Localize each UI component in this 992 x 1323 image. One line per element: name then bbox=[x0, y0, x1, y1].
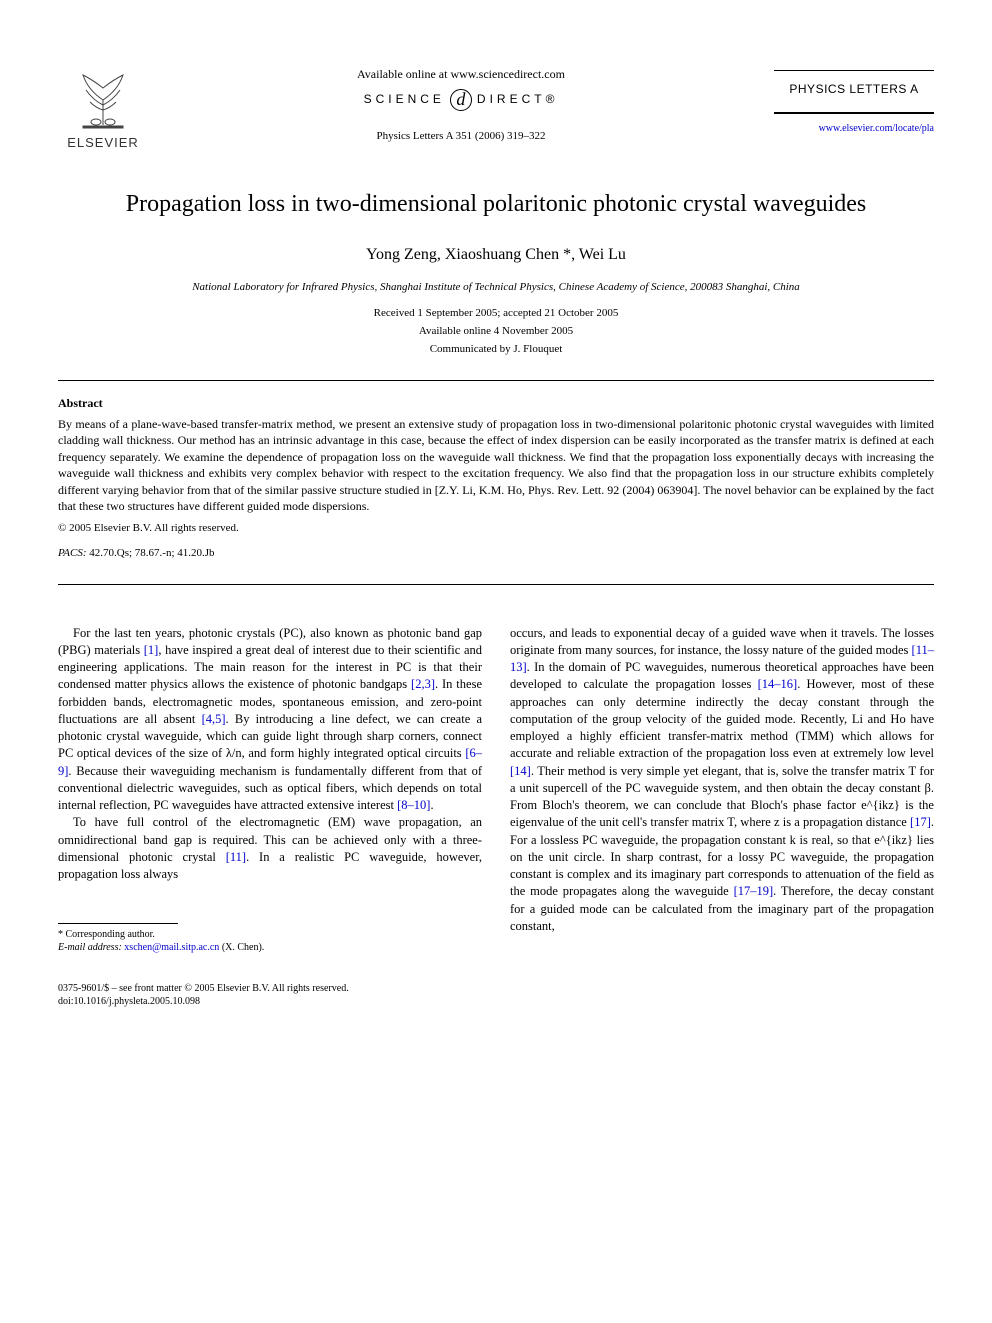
cite-17[interactable]: [17] bbox=[910, 815, 931, 829]
sd-d-icon: d bbox=[450, 89, 472, 111]
journal-url-link[interactable]: www.elsevier.com/locate/pla bbox=[774, 122, 934, 136]
doi-line: doi:10.1016/j.physleta.2005.10.098 bbox=[58, 995, 934, 1008]
email-author: (X. Chen). bbox=[222, 942, 265, 953]
footnote-email-line: E-mail address: xschen@mail.sitp.ac.cn (… bbox=[58, 941, 482, 954]
body-p3: occurs, and leads to exponential decay o… bbox=[510, 625, 934, 936]
cite-1[interactable]: [1] bbox=[144, 643, 159, 657]
communicated-by: Communicated by J. Flouquet bbox=[58, 342, 934, 357]
copyright-line: © 2005 Elsevier B.V. All rights reserved… bbox=[58, 521, 934, 536]
body-p2: To have full control of the electromagne… bbox=[58, 814, 482, 883]
divider-bottom bbox=[58, 584, 934, 585]
pacs-codes: 42.70.Qs; 78.67.-n; 41.20.Jb bbox=[89, 547, 214, 559]
bottom-metadata: 0375-9601/$ – see front matter © 2005 El… bbox=[58, 982, 934, 1008]
corresponding-author-footnote: * Corresponding author. E-mail address: … bbox=[58, 928, 482, 954]
header-center: Available online at www.sciencedirect.co… bbox=[148, 60, 774, 144]
affiliation: National Laboratory for Infrared Physics… bbox=[58, 280, 934, 295]
body-p1: For the last ten years, photonic crystal… bbox=[58, 625, 482, 815]
column-right: occurs, and leads to exponential decay o… bbox=[510, 625, 934, 955]
cite-2-3[interactable]: [2,3] bbox=[411, 677, 435, 691]
email-label: E-mail address: bbox=[58, 942, 122, 953]
abstract-heading: Abstract bbox=[58, 395, 934, 412]
online-date: Available online 4 November 2005 bbox=[58, 324, 934, 339]
footnote-marker: * Corresponding author. bbox=[58, 928, 482, 941]
publisher-name: ELSEVIER bbox=[67, 134, 139, 152]
cite-4-5[interactable]: [4,5] bbox=[202, 712, 226, 726]
cite-14[interactable]: [14] bbox=[510, 764, 531, 778]
cite-14-16[interactable]: [14–16] bbox=[758, 677, 798, 691]
article-title: Propagation loss in two-dimensional pola… bbox=[58, 188, 934, 222]
sd-right: DIRECT® bbox=[477, 91, 559, 108]
sciencedirect-logo: SCIENCE d DIRECT® bbox=[364, 89, 559, 111]
page-header: ELSEVIER Available online at www.science… bbox=[58, 60, 934, 152]
authors-line: Yong Zeng, Xiaoshuang Chen *, Wei Lu bbox=[58, 244, 934, 266]
footnote-separator bbox=[58, 923, 178, 924]
cite-11[interactable]: [11] bbox=[226, 850, 246, 864]
header-right: PHYSICS LETTERS A www.elsevier.com/locat… bbox=[774, 60, 934, 136]
sd-left: SCIENCE bbox=[364, 91, 445, 108]
journal-reference: Physics Letters A 351 (2006) 319–322 bbox=[148, 129, 774, 144]
journal-name: PHYSICS LETTERS A bbox=[774, 70, 934, 114]
received-date: Received 1 September 2005; accepted 21 O… bbox=[58, 306, 934, 321]
column-left: For the last ten years, photonic crystal… bbox=[58, 625, 482, 955]
cite-8-10[interactable]: [8–10] bbox=[397, 798, 430, 812]
publisher-block: ELSEVIER bbox=[58, 60, 148, 152]
cite-17-19[interactable]: [17–19] bbox=[734, 884, 774, 898]
elsevier-tree-icon bbox=[68, 60, 138, 130]
divider-top bbox=[58, 380, 934, 381]
email-link[interactable]: xschen@mail.sitp.ac.cn bbox=[124, 942, 219, 953]
abstract-body: By means of a plane-wave-based transfer-… bbox=[58, 417, 934, 514]
body-columns: For the last ten years, photonic crystal… bbox=[58, 625, 934, 955]
abstract-text: By means of a plane-wave-based transfer-… bbox=[58, 416, 934, 515]
pacs-line: PACS: 42.70.Qs; 78.67.-n; 41.20.Jb bbox=[58, 546, 934, 561]
available-online-text: Available online at www.sciencedirect.co… bbox=[148, 66, 774, 83]
pacs-label: PACS: bbox=[58, 547, 87, 559]
issn-line: 0375-9601/$ – see front matter © 2005 El… bbox=[58, 982, 934, 995]
